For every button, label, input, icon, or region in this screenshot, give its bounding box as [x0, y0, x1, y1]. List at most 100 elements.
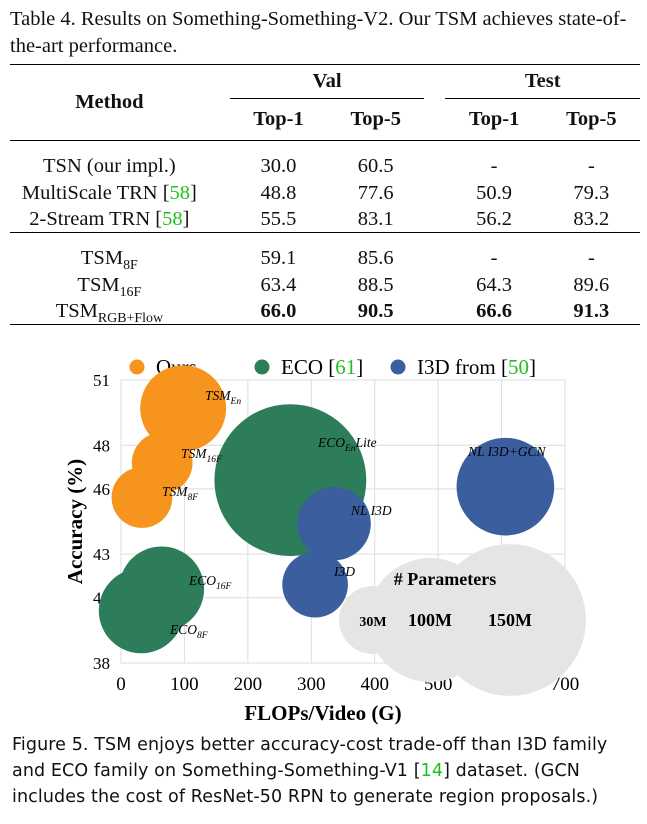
value-cell: -: [490, 155, 498, 178]
legend-marker: [129, 359, 145, 375]
point-label-subscript: En: [344, 444, 356, 454]
value-cell: 64.3: [476, 274, 513, 296]
legend-citation-link[interactable]: 61: [335, 355, 356, 379]
x-tick-label: 400: [360, 674, 389, 695]
x-tick-label: 200: [234, 674, 263, 695]
method-cell: TSMRGB+Flow: [55, 299, 164, 326]
y-tick-label: 43: [93, 545, 110, 564]
value-cell: 60.5: [357, 155, 394, 178]
table-row: TSM16F 63.4 88.5 64.3 89.6: [10, 273, 640, 299]
point-label: ECOEnLite: [317, 435, 377, 454]
method-subscript: 16F: [119, 284, 142, 300]
x-tick-label: 0: [116, 674, 126, 695]
table-row: TSMRGB+Flow 66.0 90.5 66.6 91.3: [10, 299, 640, 325]
value-cell: -: [587, 247, 595, 270]
legend-label: I3D from [50]: [417, 355, 536, 379]
point-label-subscript: 16F: [207, 455, 223, 465]
legend-bracket: ]: [529, 355, 536, 379]
value-cell: 83.2: [573, 207, 610, 230]
data-point: [297, 486, 371, 561]
value-cell: 48.8: [260, 182, 297, 204]
data-point: [282, 551, 348, 618]
value-cell: 91.3: [573, 299, 610, 322]
legend-marker: [254, 359, 270, 375]
figure-caption-text-end: ] dataset. (GCN includes the cost of Res…: [12, 761, 599, 807]
method-header: Method: [10, 64, 209, 141]
value-cell: 77.6: [357, 182, 394, 204]
value-cell: 56.2: [476, 207, 513, 230]
results-table: Method Val Test Top-1 Top-5 Top-1 Top-5 …: [10, 64, 640, 325]
method-cell: 2-Stream TRN [58]: [29, 207, 190, 230]
citation-link[interactable]: 58: [162, 207, 183, 230]
value-cell: 63.4: [260, 274, 297, 296]
figure-caption-ref[interactable]: 14: [420, 761, 444, 781]
value-cell: 30.0: [260, 155, 297, 178]
value-cell: 59.1: [260, 247, 297, 270]
legend-citation-link[interactable]: 50: [508, 355, 529, 379]
accuracy-flops-chart: 0100200300400500600700384143464851FLOPs/…: [63, 355, 586, 725]
point-label-subscript: 8F: [188, 493, 199, 503]
value-cell: 50.9: [476, 182, 513, 204]
point-label-subscript: 16F: [216, 582, 232, 592]
val-header: Val: [229, 64, 425, 99]
value-cell: 85.6: [357, 247, 394, 270]
method-cell: TSN (our impl.): [43, 155, 176, 178]
legend-bracket: ]: [356, 355, 363, 379]
legend-marker: [390, 359, 406, 375]
size-legend-circle: [434, 544, 586, 696]
size-legend-label: 150M: [488, 610, 532, 630]
table-row: 2-Stream TRN [58] 55.5 83.1 56.2 83.2: [10, 207, 640, 233]
value-cell: 66.6: [476, 299, 513, 322]
point-label-subscript: En: [230, 397, 242, 407]
figure-caption-text: Figure 5. TSM enjoys better accuracy-cos…: [12, 735, 608, 781]
table-row: TSN (our impl.) 30.0 60.5 - -: [10, 141, 640, 181]
y-axis-label: Accuracy (%): [63, 459, 87, 584]
method-cell: MultiScale TRN [58]: [21, 182, 197, 204]
value-cell: 83.1: [357, 207, 394, 230]
size-legend-title: # Parameters: [394, 569, 496, 589]
data-point: [111, 467, 173, 528]
value-cell: -: [490, 247, 498, 270]
test-top1-header: Top-1: [468, 108, 520, 130]
method-subscript: RGB+Flow: [97, 310, 164, 326]
table-caption: Table 4. Results on Something-Something-…: [10, 8, 627, 57]
test-header: Test: [445, 64, 640, 99]
method-subscript: 8F: [123, 258, 138, 274]
method-cell: TSM8F: [80, 247, 138, 274]
value-cell: -: [587, 155, 595, 178]
value-cell: 88.5: [357, 274, 394, 296]
size-legend-label: 30M: [359, 615, 386, 630]
table-row: MultiScale TRN [58] 48.8 77.6 50.9 79.3: [10, 181, 640, 207]
data-point: [98, 568, 184, 654]
citation-link[interactable]: 58: [169, 182, 191, 204]
point-label-subscript: 8F: [197, 631, 208, 641]
x-tick-label: 100: [170, 674, 199, 695]
size-legend-label: 100M: [408, 610, 452, 630]
point-label: I3D: [333, 564, 355, 579]
val-top1-header: Top-1: [253, 108, 304, 130]
test-top5-header: Top-5: [566, 108, 617, 130]
table-row: TSM8F 59.1 85.6 - -: [10, 233, 640, 274]
figure-caption: Figure 5. TSM enjoys better accuracy-cos…: [12, 732, 642, 810]
point-label: ECO8F: [169, 622, 208, 641]
val-top5-header: Top-5: [350, 108, 401, 130]
x-axis-label: FLOPs/Video (G): [244, 701, 401, 725]
point-label: NL I3D+GCN: [467, 444, 547, 459]
point-label: NL I3D: [350, 503, 392, 518]
value-cell: 55.5: [260, 207, 297, 230]
value-cell: 90.5: [357, 299, 394, 322]
y-tick-label: 48: [93, 436, 110, 455]
value-cell: 89.6: [573, 274, 610, 296]
x-tick-label: 300: [297, 674, 326, 695]
data-point: [140, 365, 227, 452]
data-point: [456, 437, 555, 536]
method-cell: TSM16F: [77, 274, 142, 300]
legend-label: ECO [61]: [281, 355, 363, 379]
y-tick-label: 38: [93, 654, 110, 673]
value-cell: 66.0: [260, 299, 297, 322]
value-cell: 79.3: [573, 182, 610, 204]
y-tick-label: 46: [93, 480, 110, 499]
point-label-suffix: Lite: [355, 435, 377, 450]
x-tick-label: 700: [551, 674, 580, 695]
y-tick-label: 51: [93, 371, 110, 390]
